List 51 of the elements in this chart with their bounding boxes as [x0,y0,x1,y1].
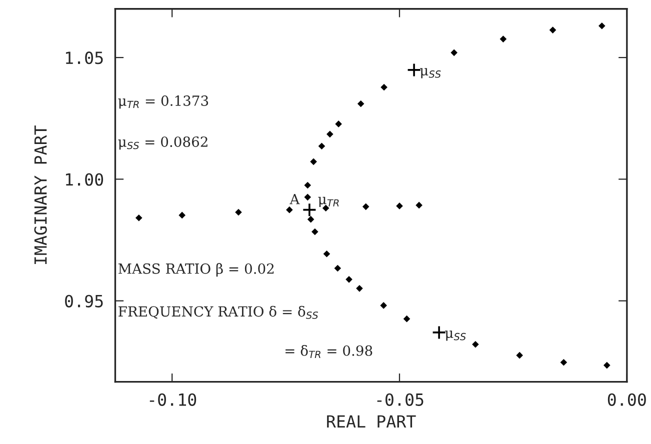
annotation: μ$_{TR}$ = 0.1373 [118,95,208,109]
point [335,120,342,128]
point [135,214,142,222]
point [450,49,458,56]
point [307,216,314,223]
point [362,203,370,210]
point [178,212,186,219]
annotation: μ$_{TR}$ [318,196,339,208]
point [396,202,403,210]
point [472,340,479,348]
y-tick-label: 1.05 [66,52,103,64]
y-axis-title: IMAGINARY PART [34,126,47,264]
point [516,352,523,359]
annotation: μ$_{SS}$ = 0.0862 [118,136,208,150]
point [549,26,556,34]
point [403,315,410,322]
point [304,194,312,201]
point [598,22,606,30]
point [380,302,387,309]
point [604,362,610,369]
point [416,202,422,209]
point [334,264,342,272]
point [318,142,326,150]
y-tick-label: 0.95 [65,294,103,308]
point [304,182,312,189]
point [326,130,334,138]
x-tick-label: -0.10 [150,393,196,406]
point [286,206,293,214]
x-tick-label: 0.00 [608,393,646,406]
x-axis-title: REAL PART [327,415,416,428]
annotation: A [290,194,300,204]
point [357,100,364,108]
point [235,208,242,216]
annotation: FREQUENCY RATIO δ = δ$_{SS}$ [118,306,318,319]
annotation: μ$_{SS}$ [420,68,441,78]
annotation: μ$_{SS}$ [445,330,466,341]
point [323,250,330,258]
point [311,228,318,236]
point [406,62,422,78]
point [302,202,317,217]
point [560,358,568,366]
x-tick-label: -0.05 [377,393,424,406]
point [500,36,507,42]
point [380,84,388,91]
point [356,285,363,292]
y-tick-label: 1.00 [66,173,104,186]
annotation: = δ$_{TR}$ = 0.98 [286,345,372,358]
point [432,325,446,340]
point [310,158,317,166]
point [346,276,352,283]
annotation: MASS RATIO β = 0.02 [118,263,274,277]
